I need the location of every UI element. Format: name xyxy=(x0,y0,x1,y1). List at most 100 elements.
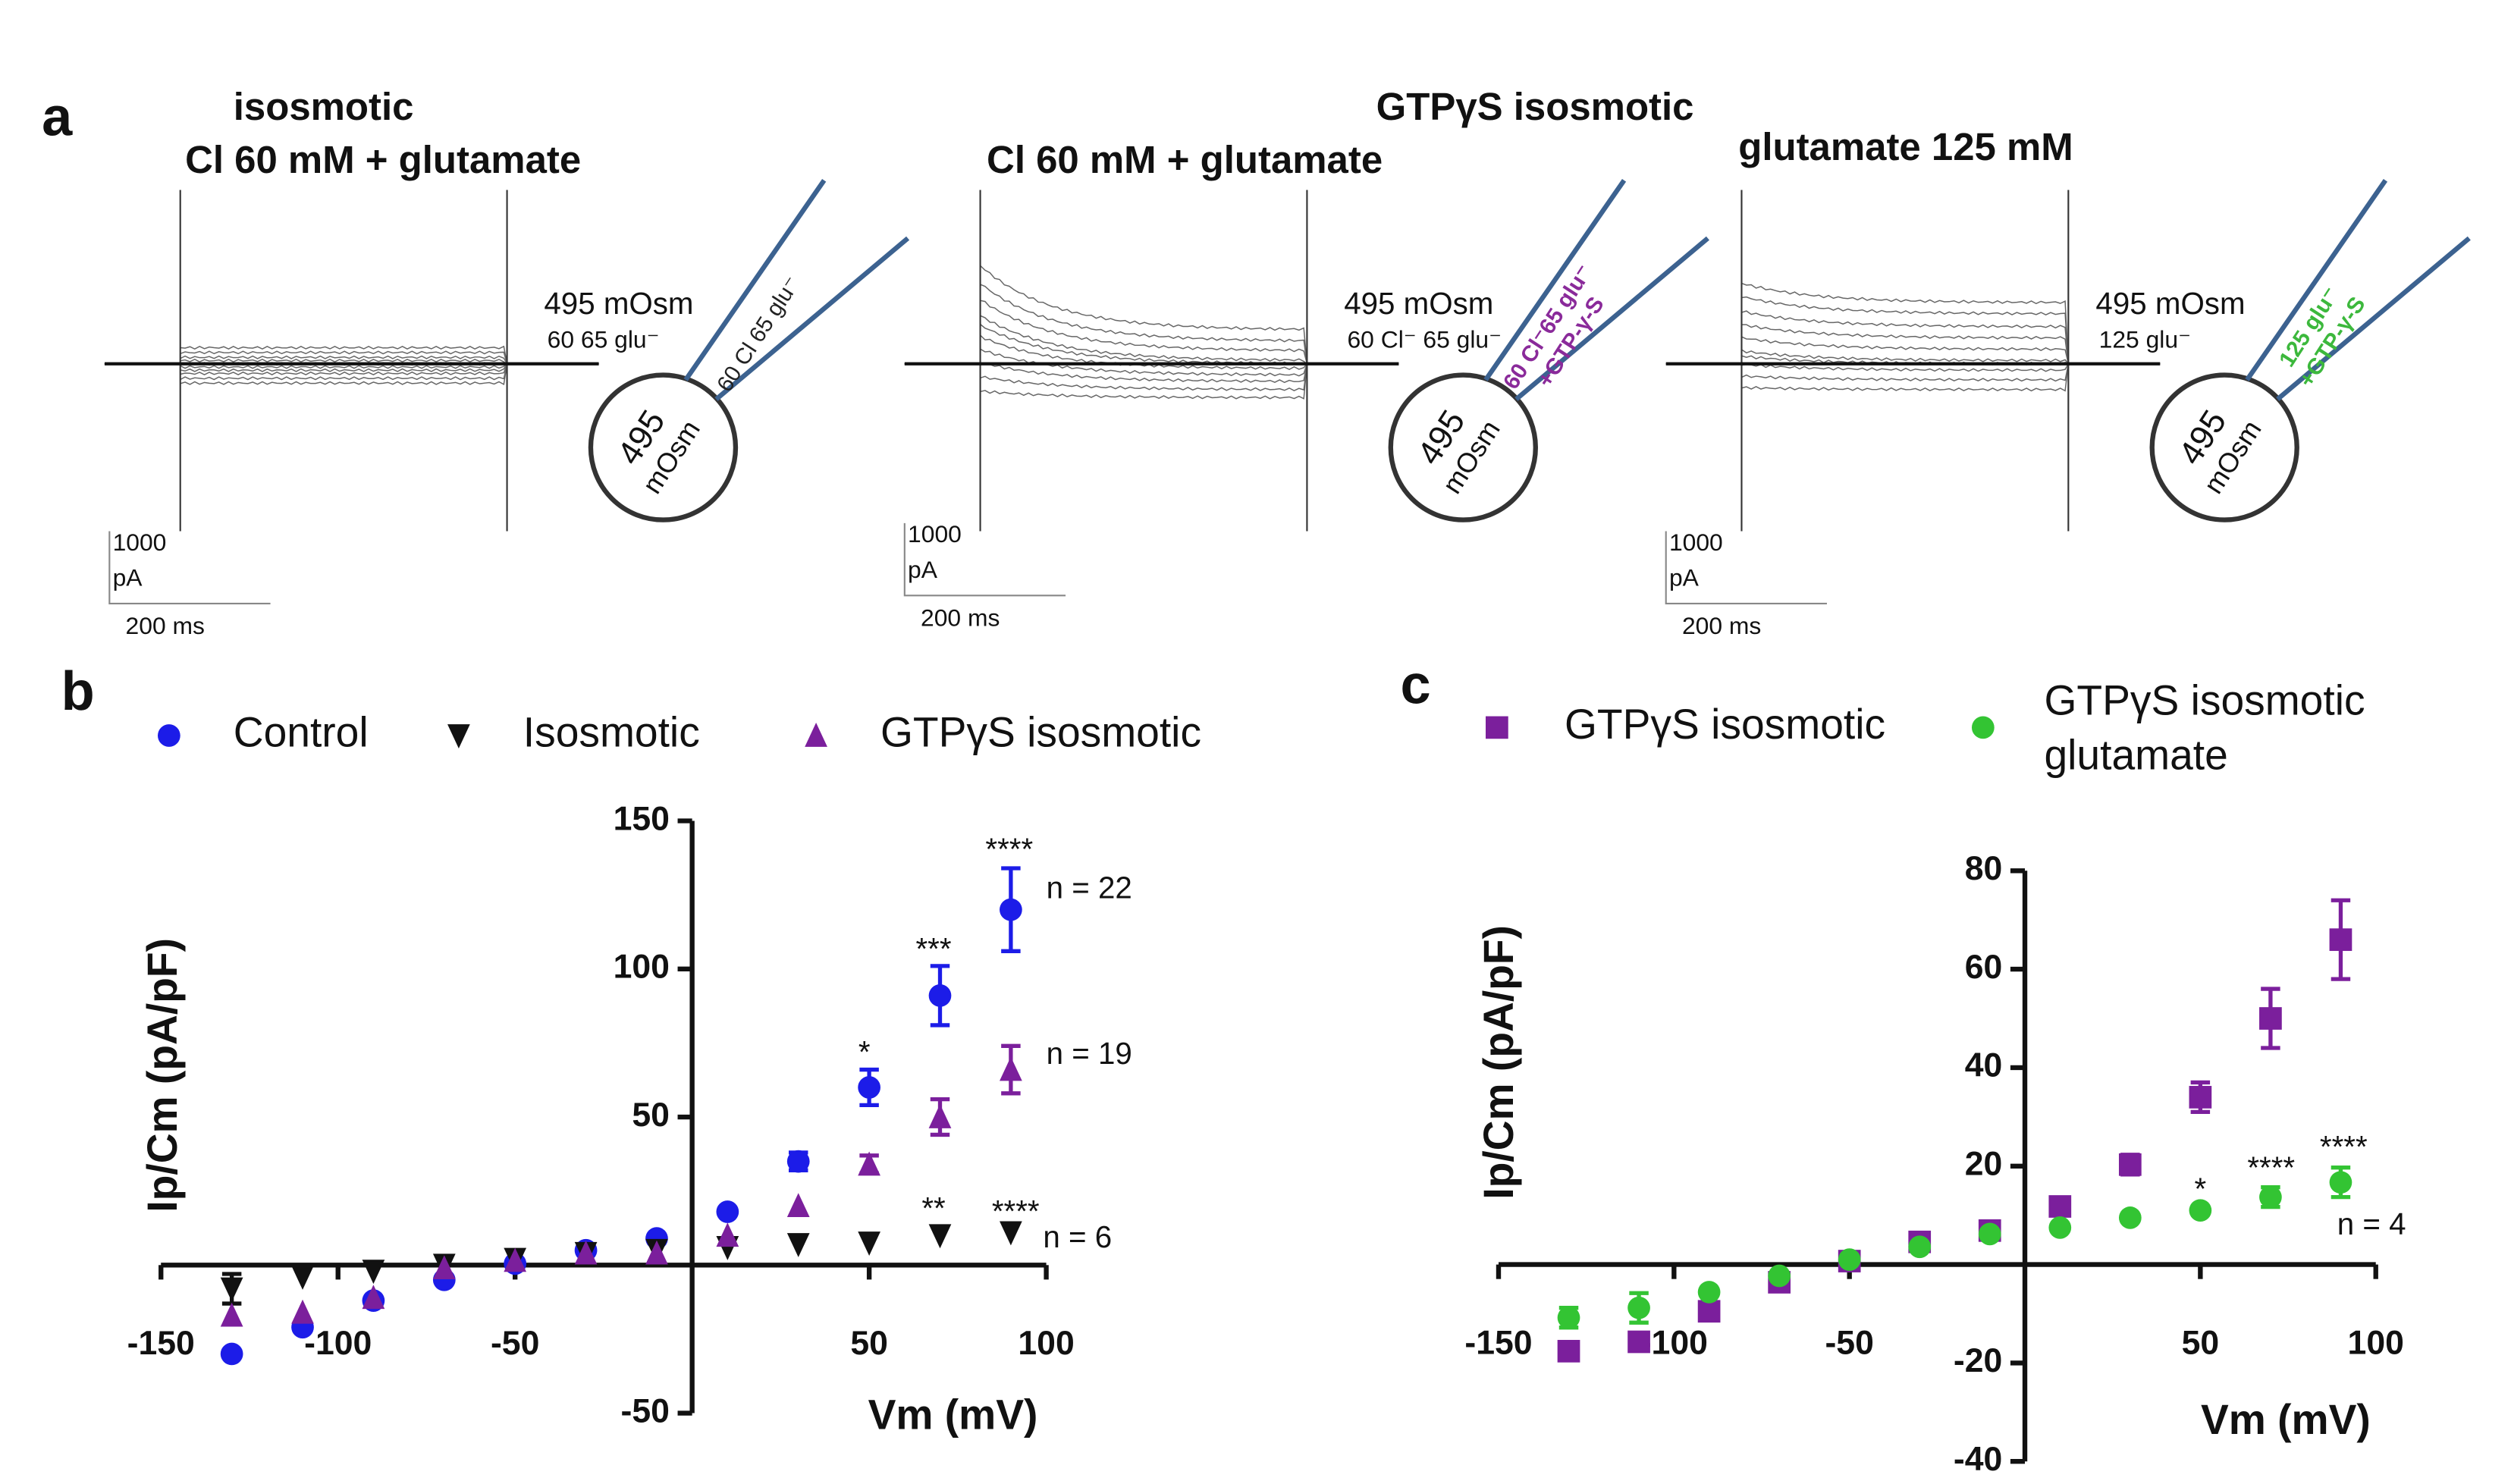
data-point xyxy=(504,1247,527,1272)
data-point xyxy=(928,1104,952,1128)
y-tick-label: -40 xyxy=(1954,1441,2002,1478)
data-point xyxy=(858,1151,880,1176)
recording-title: isosmotic xyxy=(234,85,414,128)
scale-label: pA xyxy=(1669,564,1700,591)
current-trace xyxy=(904,334,1399,370)
current-trace xyxy=(904,362,1399,392)
y-tick-label: -20 xyxy=(1954,1342,2002,1379)
scale-label: 200 ms xyxy=(126,612,205,639)
legend-label: GTPγS isosmotic xyxy=(1565,701,1885,748)
data-point xyxy=(1627,1330,1650,1354)
bath-composition: 60 Cl⁻ 65 glu⁻ xyxy=(1347,325,1501,353)
annotation: **** xyxy=(992,1194,1040,1228)
data-point xyxy=(1978,1222,2001,1246)
scale-bar xyxy=(903,522,1066,597)
bath-osm: 495 mOsm xyxy=(544,286,693,321)
data-point xyxy=(1557,1339,1580,1363)
current-trace xyxy=(104,362,599,375)
x-tick-label: 50 xyxy=(2182,1324,2220,1361)
y-tick-label: -50 xyxy=(621,1392,670,1429)
panel-label: a xyxy=(42,86,73,147)
data-point xyxy=(786,1193,810,1218)
y-axis-label: Ip/Cm (pA/pF) xyxy=(1475,925,1522,1200)
scale-label: 1000 xyxy=(1669,529,1723,556)
data-point xyxy=(2118,1206,2142,1229)
pipette xyxy=(714,236,910,401)
recording-title: Cl 60 mM + glutamate xyxy=(185,138,581,181)
scale-bar xyxy=(108,531,271,605)
x-axis-label: Vm (mV) xyxy=(868,1391,1038,1439)
bath-composition: 60 65 glu⁻ xyxy=(548,325,660,353)
scale-label: pA xyxy=(113,564,143,591)
traces xyxy=(104,190,599,532)
current-trace xyxy=(904,283,1399,365)
annotation: **** xyxy=(985,831,1033,866)
legend-label: Control xyxy=(234,709,369,756)
data-point xyxy=(2189,1199,2212,1222)
legend-label: GTPγS isosmotic glutamate xyxy=(2044,676,2365,778)
data-point xyxy=(1000,898,1022,921)
current-trace xyxy=(1665,282,2161,365)
annotation: n = 22 xyxy=(1047,870,1132,905)
current-trace xyxy=(904,264,1399,365)
current-trace xyxy=(104,350,599,365)
data-point xyxy=(2048,1216,2072,1239)
data-point xyxy=(362,1260,385,1285)
current-trace xyxy=(1665,362,2161,392)
y-tick-label: 40 xyxy=(1965,1047,2003,1084)
data-point xyxy=(1000,1221,1022,1246)
current-trace xyxy=(1665,362,2161,382)
data-point xyxy=(858,1231,880,1256)
legend-marker xyxy=(805,723,827,747)
annotation: ** xyxy=(921,1191,946,1225)
data-point xyxy=(220,1277,243,1302)
y-axis-label: Ip/Cm (pA/pF) xyxy=(139,938,186,1213)
data-point xyxy=(574,1240,598,1265)
traces xyxy=(904,190,1399,532)
y-tick-label: 100 xyxy=(614,949,670,986)
current-trace xyxy=(1665,324,2161,365)
panel-label: b xyxy=(61,661,95,722)
data-point xyxy=(1908,1235,1932,1259)
data-point xyxy=(1557,1306,1580,1329)
data-point xyxy=(716,1200,739,1223)
current-trace xyxy=(104,362,599,369)
x-tick-label: -100 xyxy=(304,1325,372,1362)
x-tick-label: -150 xyxy=(127,1325,195,1362)
legend-marker xyxy=(1486,716,1508,739)
x-tick-label: 100 xyxy=(2348,1324,2404,1361)
legend-marker xyxy=(1971,716,1995,739)
data-point xyxy=(2118,1153,2142,1176)
data-point xyxy=(291,1266,314,1290)
annotation: n = 19 xyxy=(1047,1036,1132,1071)
bath-osm: 495 mOsm xyxy=(2095,286,2245,321)
data-point xyxy=(1697,1300,1721,1323)
current-trace xyxy=(1665,310,2161,365)
current-trace xyxy=(904,300,1399,365)
legend-marker xyxy=(447,724,470,748)
x-tick-label: -50 xyxy=(491,1325,539,1362)
recording-title: Cl 60 mM + glutamate xyxy=(987,138,1383,181)
data-point xyxy=(1627,1296,1650,1319)
current-trace xyxy=(1665,348,2161,365)
current-trace xyxy=(104,362,599,381)
current-trace xyxy=(1665,296,2161,365)
panel-label: c xyxy=(1401,655,1431,716)
cell xyxy=(1388,372,1538,522)
data-point xyxy=(2259,1185,2282,1209)
x-tick-label: -150 xyxy=(1464,1324,1532,1361)
pipette xyxy=(2245,178,2388,381)
scale-label: 1000 xyxy=(113,529,167,556)
y-tick-label: 60 xyxy=(1965,949,2003,986)
x-tick-label: -100 xyxy=(1640,1324,1708,1361)
annotation: * xyxy=(858,1034,871,1069)
data-point xyxy=(432,1255,456,1280)
traces xyxy=(1665,190,2161,532)
data-point xyxy=(928,984,952,1007)
scale-label: 200 ms xyxy=(921,604,1000,632)
scale-label: pA xyxy=(908,556,938,583)
